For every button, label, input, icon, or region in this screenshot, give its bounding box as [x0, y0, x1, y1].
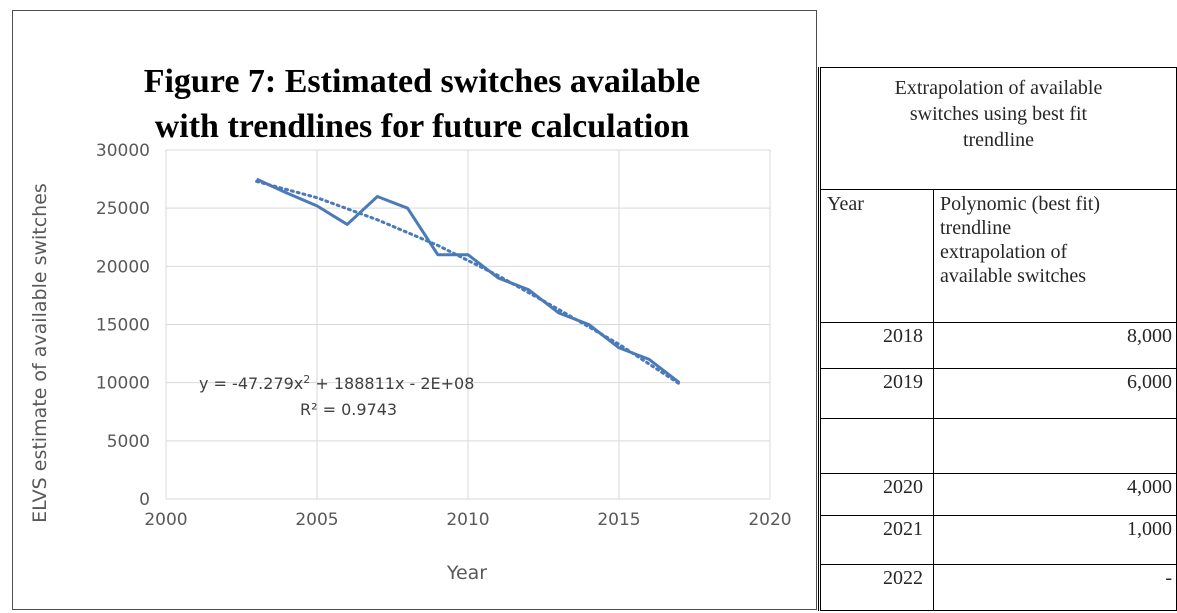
- y-tick-labels: 0 5000 10000 15000 20000 25000 30000: [96, 141, 150, 510]
- y-tick-label: 15000: [96, 316, 150, 336]
- table-row: 2018 8,000: [818, 322, 1177, 369]
- table-header-row: Year Polynomic (best fit) trendline extr…: [818, 189, 1177, 323]
- equation-exponent: 2: [303, 373, 310, 386]
- y-tick-label: 25000: [96, 199, 150, 219]
- chart-title-line-1: Figure 7: Estimated switches available: [144, 63, 701, 100]
- grid-lines: [165, 149, 771, 500]
- chart-title-line-2: with trendlines for future calculation: [155, 108, 690, 145]
- series-group: [255, 177, 681, 386]
- y-tick-label: 20000: [96, 257, 150, 277]
- r2-value: = 0.9743: [318, 400, 398, 419]
- table-row: 2020 4,000: [818, 473, 1177, 516]
- y-tick-label: 5000: [107, 432, 150, 452]
- header-value-line: extrapolation of: [940, 241, 1068, 263]
- caption-line: trendline: [962, 129, 1035, 151]
- r2-exponent: ²: [311, 400, 317, 419]
- chart-frame: Figure 7: Estimated switches available w…: [12, 10, 817, 610]
- row-year: [818, 418, 934, 474]
- header-value-line: trendline: [940, 217, 1012, 239]
- table-row: 2019 6,000: [818, 368, 1177, 419]
- header-value-line: available switches: [940, 265, 1087, 287]
- table-row: 2022 -: [818, 564, 1177, 611]
- row-year: 2020: [818, 473, 934, 516]
- row-year: 2018: [818, 322, 934, 369]
- table-row: [818, 418, 1177, 474]
- row-year: 2021: [818, 515, 934, 565]
- header-value-line: Polynomic (best fit): [940, 193, 1100, 215]
- row-value: 1,000: [933, 515, 1177, 565]
- y-axis-title: ELVS estimate of available switches: [29, 183, 51, 523]
- row-value: 8,000: [933, 322, 1177, 369]
- x-tick-labels: 2000 2005 2010 2015 2020: [144, 510, 791, 530]
- caption-line: Extrapolation of available: [894, 77, 1103, 99]
- table-caption: Extrapolation of available switches usin…: [818, 67, 1177, 190]
- chart-svg: Figure 7: Estimated switches available w…: [29, 63, 792, 584]
- row-year: 2022: [818, 564, 934, 611]
- y-tick-label: 0: [139, 490, 150, 510]
- row-value: 6,000: [933, 368, 1177, 419]
- x-axis-title: Year: [446, 562, 487, 584]
- equation-suffix: + 188811x - 2E+08: [310, 374, 474, 393]
- x-tick-label: 2010: [446, 510, 489, 530]
- r-squared: R² = 0.9743: [300, 400, 397, 419]
- caption-line: switches using best fit: [909, 103, 1088, 125]
- equation-prefix: y = -47.279x: [199, 374, 303, 393]
- series-line: [255, 177, 681, 384]
- x-tick-label: 2020: [748, 510, 791, 530]
- row-year: 2019: [818, 368, 934, 419]
- r2-prefix: R: [300, 400, 311, 419]
- y-tick-label: 10000: [96, 374, 150, 394]
- row-value: -: [933, 564, 1177, 611]
- table-row: 2021 1,000: [818, 515, 1177, 565]
- row-value: 4,000: [933, 473, 1177, 516]
- row-value: [933, 418, 1177, 474]
- x-tick-label: 2015: [597, 510, 640, 530]
- x-tick-label: 2005: [295, 510, 338, 530]
- y-tick-label: 30000: [96, 141, 150, 161]
- table-caption-row: Extrapolation of available switches usin…: [818, 67, 1177, 190]
- extrapolation-table: Extrapolation of available switches usin…: [818, 67, 1177, 611]
- trendline-equation: y = -47.279x2 + 188811x - 2E+08: [199, 373, 474, 393]
- header-year: Year: [818, 189, 934, 323]
- header-value: Polynomic (best fit) trendline extrapola…: [933, 189, 1177, 323]
- x-tick-label: 2000: [144, 510, 187, 530]
